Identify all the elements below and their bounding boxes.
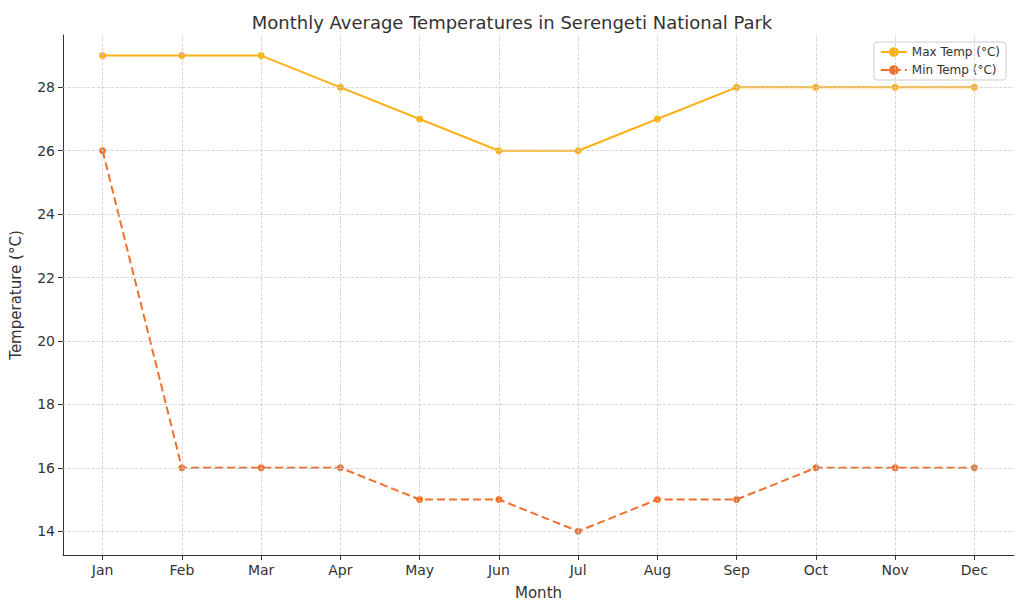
svg-text:Jul: Jul bbox=[569, 562, 587, 578]
svg-text:Feb: Feb bbox=[169, 562, 194, 578]
svg-text:Month: Month bbox=[515, 584, 562, 602]
svg-text:Mar: Mar bbox=[248, 562, 275, 578]
svg-text:May: May bbox=[405, 562, 434, 578]
svg-text:28: 28 bbox=[37, 79, 55, 95]
svg-text:Max Temp (°C): Max Temp (°C) bbox=[912, 45, 1000, 59]
svg-text:Nov: Nov bbox=[881, 562, 908, 578]
svg-text:Jun: Jun bbox=[487, 562, 510, 578]
svg-text:20: 20 bbox=[37, 333, 55, 349]
svg-text:Dec: Dec bbox=[961, 562, 988, 578]
svg-text:Sep: Sep bbox=[723, 562, 750, 578]
svg-text:22: 22 bbox=[37, 270, 55, 286]
svg-text:24: 24 bbox=[37, 206, 55, 222]
svg-text:Oct: Oct bbox=[804, 562, 829, 578]
svg-text:18: 18 bbox=[37, 396, 55, 412]
svg-text:Jan: Jan bbox=[91, 562, 114, 578]
svg-text:16: 16 bbox=[37, 460, 55, 476]
svg-text:26: 26 bbox=[37, 143, 55, 159]
svg-text:Aug: Aug bbox=[644, 562, 671, 578]
svg-text:Temperature (°C): Temperature (°C) bbox=[7, 230, 25, 360]
svg-text:Apr: Apr bbox=[328, 562, 352, 578]
svg-text:14: 14 bbox=[37, 523, 55, 539]
svg-text:Min Temp (°C): Min Temp (°C) bbox=[912, 63, 997, 77]
svg-text:Monthly Average Temperatures i: Monthly Average Temperatures in Serenget… bbox=[252, 12, 773, 33]
